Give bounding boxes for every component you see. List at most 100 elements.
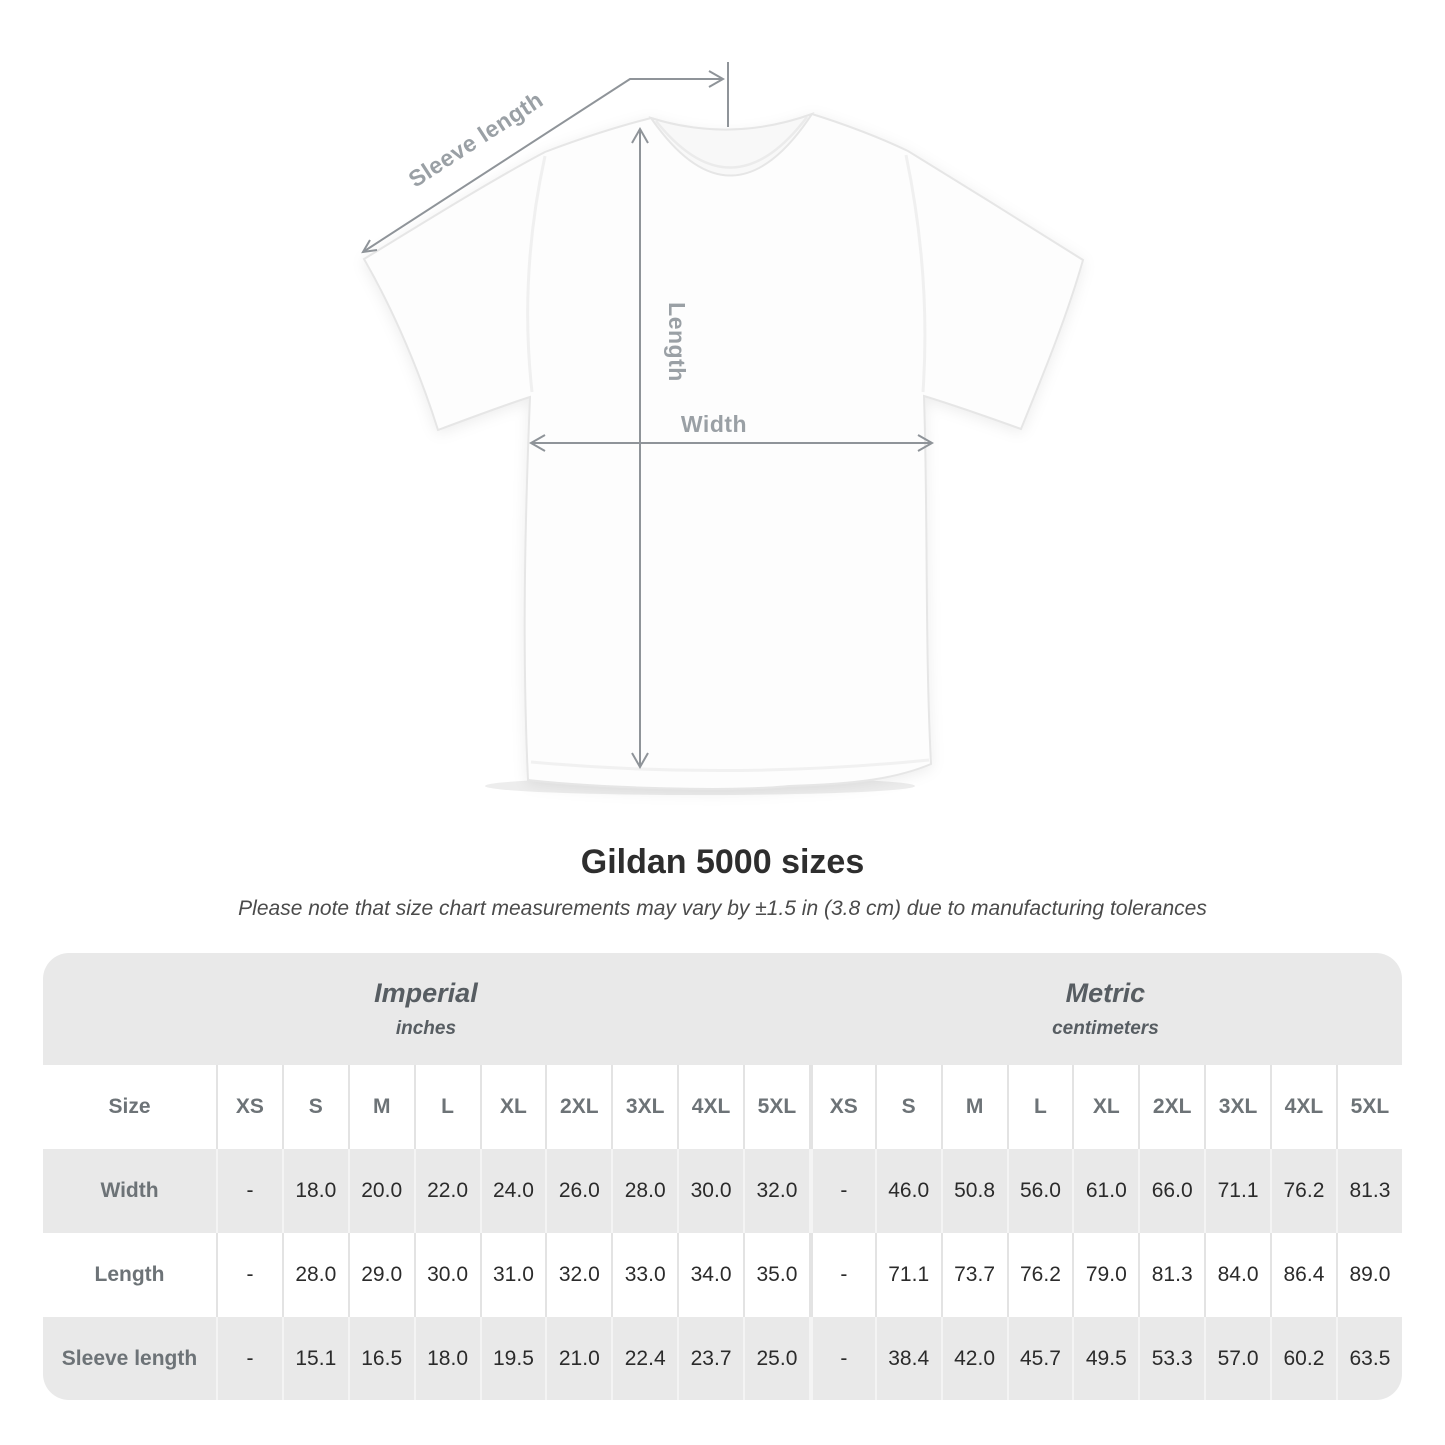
cell-metric-4xl: 60.2 (1270, 1317, 1336, 1400)
size-col-header-metric-xl: XL (1072, 1065, 1138, 1149)
collar-ribbing (655, 116, 808, 169)
size-col-header-imperial-2xl: 2XL (545, 1065, 611, 1149)
size-col-header-imperial-s: S (281, 1065, 348, 1149)
cell-imperial-m: 29.0 (347, 1233, 414, 1317)
size-col-header-metric-s: S (874, 1065, 941, 1149)
width-arrowhead-left (528, 434, 546, 452)
sleeve-length-arrow-line (362, 78, 722, 253)
size-col-header-imperial-5xl: 5XL (743, 1065, 809, 1149)
cell-imperial-l: 30.0 (413, 1233, 480, 1317)
tshirt-measurement-diagram: Sleeve length Length Width (361, 62, 1085, 795)
cell-imperial-5xl: 25.0 (743, 1317, 809, 1400)
table-row-length: Length -28.0 29.0 30.0 31.0 32.0 33.0 34.0 35.0-… (43, 1233, 1402, 1317)
row-label: Length (94, 1263, 165, 1286)
cell-imperial-3xl: 33.0 (611, 1233, 677, 1317)
imperial-band: Imperial inches (43, 953, 809, 1065)
cell-imperial-xl: 24.0 (479, 1149, 546, 1233)
metric-band-title: Metric (1065, 978, 1146, 1008)
size-col-header-metric-xs: XS (808, 1065, 875, 1149)
cell-imperial-l: 22.0 (413, 1149, 480, 1233)
sleeve-length-arrowhead-right (708, 70, 726, 88)
tshirt-silhouette (362, 112, 1085, 790)
cell-metric-xl: 49.5 (1072, 1317, 1138, 1400)
size-table: Imperial inches Metric centimeters Size … (43, 953, 1402, 1400)
imperial-band-unit: inches (395, 1018, 457, 1039)
width-label: Width (681, 411, 747, 437)
cell-imperial-l: 18.0 (413, 1317, 480, 1400)
cell-imperial-3xl: 22.4 (611, 1317, 677, 1400)
cell-imperial-4xl: 34.0 (677, 1233, 743, 1317)
size-col-header-imperial-l: L (413, 1065, 480, 1149)
cell-metric-l: 45.7 (1006, 1317, 1073, 1400)
dimension-arrows (361, 62, 935, 770)
cell-metric-xl: 79.0 (1072, 1233, 1138, 1317)
cell-imperial-5xl: 35.0 (743, 1233, 809, 1317)
size-col-header-metric-2xl: 2XL (1138, 1065, 1204, 1149)
size-header-row: Size XS S M L XL 2XL 3XL 4XL 5XL XS S M L XL 2XL 3XL 4XL… (43, 1065, 1402, 1149)
size-col-header-metric-3xl: 3XL (1204, 1065, 1270, 1149)
size-col-header-imperial-xs: XS (216, 1065, 282, 1149)
page-title: Gildan 5000 sizes (580, 843, 865, 881)
cell-imperial-xs: - (216, 1149, 282, 1233)
length-label: Length (664, 302, 690, 382)
cell-metric-m: 73.7 (940, 1233, 1007, 1317)
size-col-header-metric-5xl: 5XL (1335, 1065, 1402, 1149)
cell-imperial-xs: - (216, 1233, 282, 1317)
length-arrowhead-bottom (631, 752, 649, 770)
metric-band: Metric centimeters (808, 953, 1402, 1065)
cell-imperial-xl: 19.5 (479, 1317, 546, 1400)
row-label: Width (100, 1179, 159, 1202)
cell-metric-4xl: 86.4 (1270, 1233, 1336, 1317)
cell-metric-s: 71.1 (874, 1233, 941, 1317)
size-col-header-imperial-4xl: 4XL (677, 1065, 743, 1149)
size-col-header-metric-4xl: 4XL (1270, 1065, 1336, 1149)
cell-imperial-m: 16.5 (347, 1317, 414, 1400)
metric-band-unit: centimeters (1052, 1018, 1159, 1039)
size-col-header-metric-l: L (1006, 1065, 1073, 1149)
cell-metric-xs: - (808, 1149, 875, 1233)
cell-imperial-m: 20.0 (347, 1149, 414, 1233)
cell-metric-m: 50.8 (940, 1149, 1007, 1233)
cell-imperial-xs: - (216, 1317, 282, 1400)
cell-metric-3xl: 84.0 (1204, 1233, 1270, 1317)
width-arrowhead-right (917, 434, 935, 452)
right-armhole-seam (904, 154, 927, 393)
cell-metric-m: 42.0 (940, 1317, 1007, 1400)
cell-metric-4xl: 76.2 (1270, 1149, 1336, 1233)
cell-metric-2xl: 81.3 (1138, 1233, 1204, 1317)
cell-metric-5xl: 81.3 (1335, 1149, 1402, 1233)
cell-imperial-xl: 31.0 (479, 1233, 546, 1317)
cell-metric-5xl: 89.0 (1335, 1233, 1402, 1317)
cell-metric-3xl: 71.1 (1204, 1149, 1270, 1233)
table-row-width: Width -18.0 20.0 22.0 24.0 26.0 28.0 30.0 32.0-4… (43, 1149, 1402, 1233)
cell-imperial-2xl: 26.0 (545, 1149, 611, 1233)
size-table-wrap: Imperial inches Metric centimeters Size … (43, 953, 1402, 1400)
imperial-band-title: Imperial (374, 978, 478, 1008)
size-col-header-imperial-m: M (347, 1065, 414, 1149)
cell-metric-l: 56.0 (1006, 1149, 1073, 1233)
hem-stitch (530, 758, 930, 773)
cell-metric-s: 46.0 (874, 1149, 941, 1233)
cell-metric-xs: - (808, 1317, 875, 1400)
length-arrowhead-top (631, 126, 649, 144)
tolerance-note: Please note that size chart measurements… (238, 897, 1207, 920)
row-label: Sleeve length (61, 1347, 198, 1370)
left-armhole-seam (526, 155, 547, 393)
cell-imperial-2xl: 21.0 (545, 1317, 611, 1400)
sleeve-length-arrowhead (361, 239, 378, 254)
cell-imperial-2xl: 32.0 (545, 1233, 611, 1317)
cell-imperial-s: 15.1 (281, 1317, 348, 1400)
size-col-header-imperial-xl: XL (479, 1065, 546, 1149)
table-row-sleeve-length: Sleeve length -15.1 16.5 18.0 19.5 21.0 22.4 23… (43, 1317, 1402, 1400)
cell-metric-xl: 61.0 (1072, 1149, 1138, 1233)
cell-metric-3xl: 57.0 (1204, 1317, 1270, 1400)
cell-imperial-s: 28.0 (281, 1233, 348, 1317)
size-corner-label: Size (108, 1095, 151, 1118)
size-col-header-metric-m: M (940, 1065, 1007, 1149)
cell-metric-2xl: 53.3 (1138, 1317, 1204, 1400)
cell-metric-2xl: 66.0 (1138, 1149, 1204, 1233)
size-col-header-imperial-3xl: 3XL (611, 1065, 677, 1149)
cell-metric-5xl: 63.5 (1335, 1317, 1402, 1400)
cell-imperial-4xl: 30.0 (677, 1149, 743, 1233)
